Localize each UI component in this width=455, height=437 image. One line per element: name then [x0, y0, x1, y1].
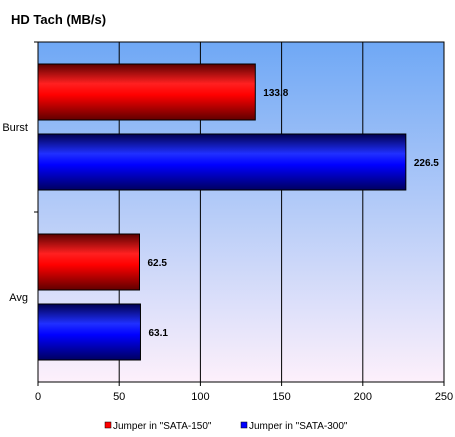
data-label-burst-series-0: 133.8 — [263, 88, 288, 99]
legend-label-sata-150: Jumper in "SATA-150" — [113, 421, 212, 432]
bar-burst-series-1 — [37, 133, 407, 191]
x-tick-label-200: 200 — [354, 391, 372, 403]
data-label-avg-series-1: 63.1 — [148, 328, 168, 339]
data-label-burst-series-1: 226.5 — [414, 158, 439, 169]
legend: Jumper in "SATA-150" Jumper in "SATA-300… — [104, 421, 348, 432]
x-tick-label-0: 0 — [35, 391, 41, 403]
x-tick-label-50: 50 — [113, 391, 125, 403]
legend-swatch-sata-150 — [104, 421, 112, 429]
x-tick-label-250: 250 — [435, 391, 453, 403]
legend-label-sata-300: Jumper in "SATA-300" — [249, 421, 348, 432]
bar-avg-series-0 — [37, 233, 140, 291]
category-label-burst: Burst — [2, 122, 28, 134]
bar-burst-series-0 — [37, 63, 256, 121]
data-label-avg-series-0: 62.5 — [148, 258, 168, 269]
bar-avg-series-1 — [37, 303, 141, 361]
category-label-avg: Avg — [9, 292, 28, 304]
legend-swatch-sata-300 — [240, 421, 248, 429]
chart-title: HD Tach (MB/s) — [11, 12, 106, 27]
x-tick-label-150: 150 — [272, 391, 290, 403]
x-tick-label-100: 100 — [191, 391, 209, 403]
